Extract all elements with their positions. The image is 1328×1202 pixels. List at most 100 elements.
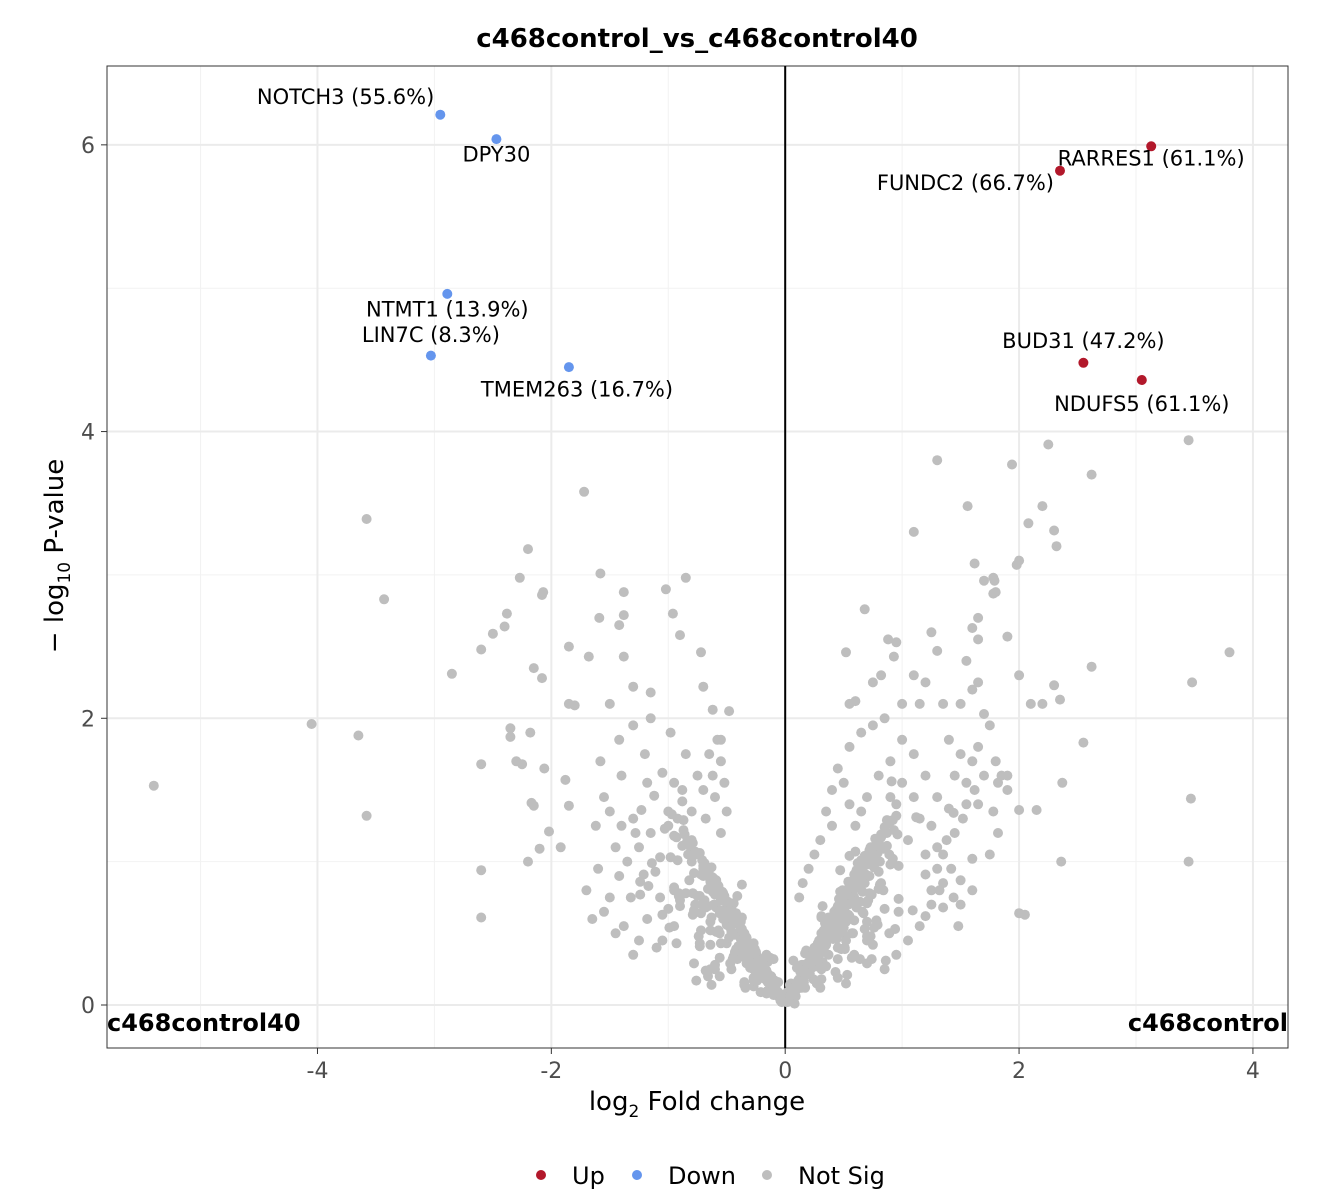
- point-not-sig: [984, 849, 995, 860]
- point-not-sig: [446, 668, 457, 679]
- point-not-sig: [839, 944, 850, 955]
- point-not-sig: [967, 853, 978, 864]
- gene-label: DPY30: [462, 142, 530, 166]
- point-not-sig: [514, 572, 525, 583]
- point-not-sig: [675, 630, 685, 641]
- point-not-sig: [599, 792, 609, 803]
- point-not-sig: [614, 871, 625, 881]
- point-not-sig: [581, 885, 592, 896]
- point-not-sig: [1187, 677, 1198, 688]
- point-not-sig: [844, 850, 855, 861]
- point-not-sig: [692, 770, 703, 781]
- point-not-sig: [885, 756, 896, 767]
- point-not-sig: [634, 842, 644, 853]
- point-not-sig: [677, 840, 688, 851]
- x-tick-label: 4: [1246, 1059, 1260, 1084]
- point-not-sig: [867, 720, 878, 731]
- point-not-sig: [955, 875, 966, 886]
- point-not-sig: [821, 806, 832, 817]
- point-not-sig: [863, 895, 874, 906]
- point-not-sig: [657, 767, 668, 778]
- point-not-sig: [897, 734, 908, 745]
- point-not-sig: [948, 892, 959, 903]
- legend: Up Down Not Sig: [536, 1162, 885, 1190]
- point-not-sig: [856, 727, 867, 738]
- point-not-sig: [1078, 737, 1089, 748]
- point-not-sig: [703, 901, 713, 912]
- y-tick-label: 0: [81, 994, 95, 1019]
- point-not-sig: [782, 997, 793, 1008]
- point-not-sig: [850, 820, 861, 831]
- point-not-sig: [1023, 518, 1034, 529]
- point-not-sig: [651, 942, 662, 953]
- point-not-sig: [856, 855, 867, 866]
- point-not-sig: [726, 964, 737, 975]
- point-not-sig: [893, 906, 904, 917]
- point-not-sig: [914, 698, 925, 709]
- point-not-sig: [941, 835, 952, 846]
- point-not-sig: [883, 634, 894, 645]
- point-not-sig: [888, 651, 899, 662]
- point-not-sig: [718, 895, 729, 906]
- point-not-sig: [973, 741, 984, 752]
- point-not-sig: [517, 759, 528, 770]
- point-not-sig: [1014, 670, 1025, 681]
- point-not-sig: [851, 902, 862, 913]
- gene-label: FUNDC2 (66.7%): [877, 171, 1054, 195]
- point-not-sig: [680, 572, 691, 583]
- point-not-sig: [865, 931, 876, 942]
- point-not-sig: [1086, 469, 1097, 480]
- gene-label: LIN7C (8.3%): [362, 323, 500, 347]
- point-not-sig: [645, 828, 656, 838]
- gene-label: NOTCH3 (55.6%): [257, 85, 434, 109]
- point-not-sig: [979, 575, 989, 586]
- corner-label-right: c468control: [1128, 1009, 1288, 1037]
- point-not-sig: [604, 806, 615, 817]
- point-not-sig: [957, 813, 968, 824]
- point-not-sig: [903, 835, 913, 846]
- legend-up-label: Up: [572, 1162, 605, 1190]
- point-not-sig: [879, 964, 890, 975]
- point-not-sig: [802, 968, 813, 979]
- point-not-sig: [815, 982, 826, 993]
- point-not-sig: [696, 908, 706, 919]
- point-not-sig: [961, 799, 972, 810]
- point-not-sig: [1031, 805, 1042, 815]
- point-not-sig: [943, 734, 954, 745]
- x-tick-label: 0: [778, 1059, 792, 1084]
- point-not-sig: [663, 903, 674, 914]
- point-not-sig: [628, 813, 639, 824]
- point-not-sig: [990, 587, 1001, 598]
- point-not-sig: [675, 901, 685, 912]
- point-not-sig: [993, 828, 1003, 838]
- point-not-sig: [1051, 541, 1062, 552]
- point-not-sig: [893, 893, 904, 904]
- point-not-sig: [534, 843, 545, 854]
- point-not-sig: [669, 885, 680, 896]
- point-not-sig: [707, 704, 718, 715]
- point-not-sig: [859, 924, 870, 934]
- point-not-sig: [973, 612, 984, 623]
- point-not-sig: [846, 952, 857, 963]
- point-not-sig: [979, 709, 989, 719]
- point-not-sig: [476, 759, 487, 770]
- x-axis-label-rest: Fold change: [639, 1087, 805, 1117]
- point-not-sig: [614, 620, 625, 631]
- point-not-sig: [769, 982, 780, 993]
- point-not-sig: [938, 849, 949, 860]
- point-not-sig: [669, 921, 680, 932]
- point-not-sig: [1025, 698, 1036, 709]
- point-not-sig: [961, 655, 972, 666]
- point-not-sig: [979, 770, 989, 781]
- point-not-sig: [476, 912, 487, 923]
- point-not-sig: [815, 835, 826, 846]
- point-not-sig: [563, 641, 574, 652]
- point-not-sig: [949, 828, 960, 838]
- point-not-sig: [705, 939, 716, 950]
- point-not-sig: [962, 501, 973, 512]
- point-not-sig: [698, 681, 709, 692]
- point-not-sig: [148, 780, 159, 791]
- point-not-sig: [1019, 909, 1030, 920]
- point-not-sig: [614, 734, 625, 745]
- legend-down-dot: [632, 1170, 642, 1180]
